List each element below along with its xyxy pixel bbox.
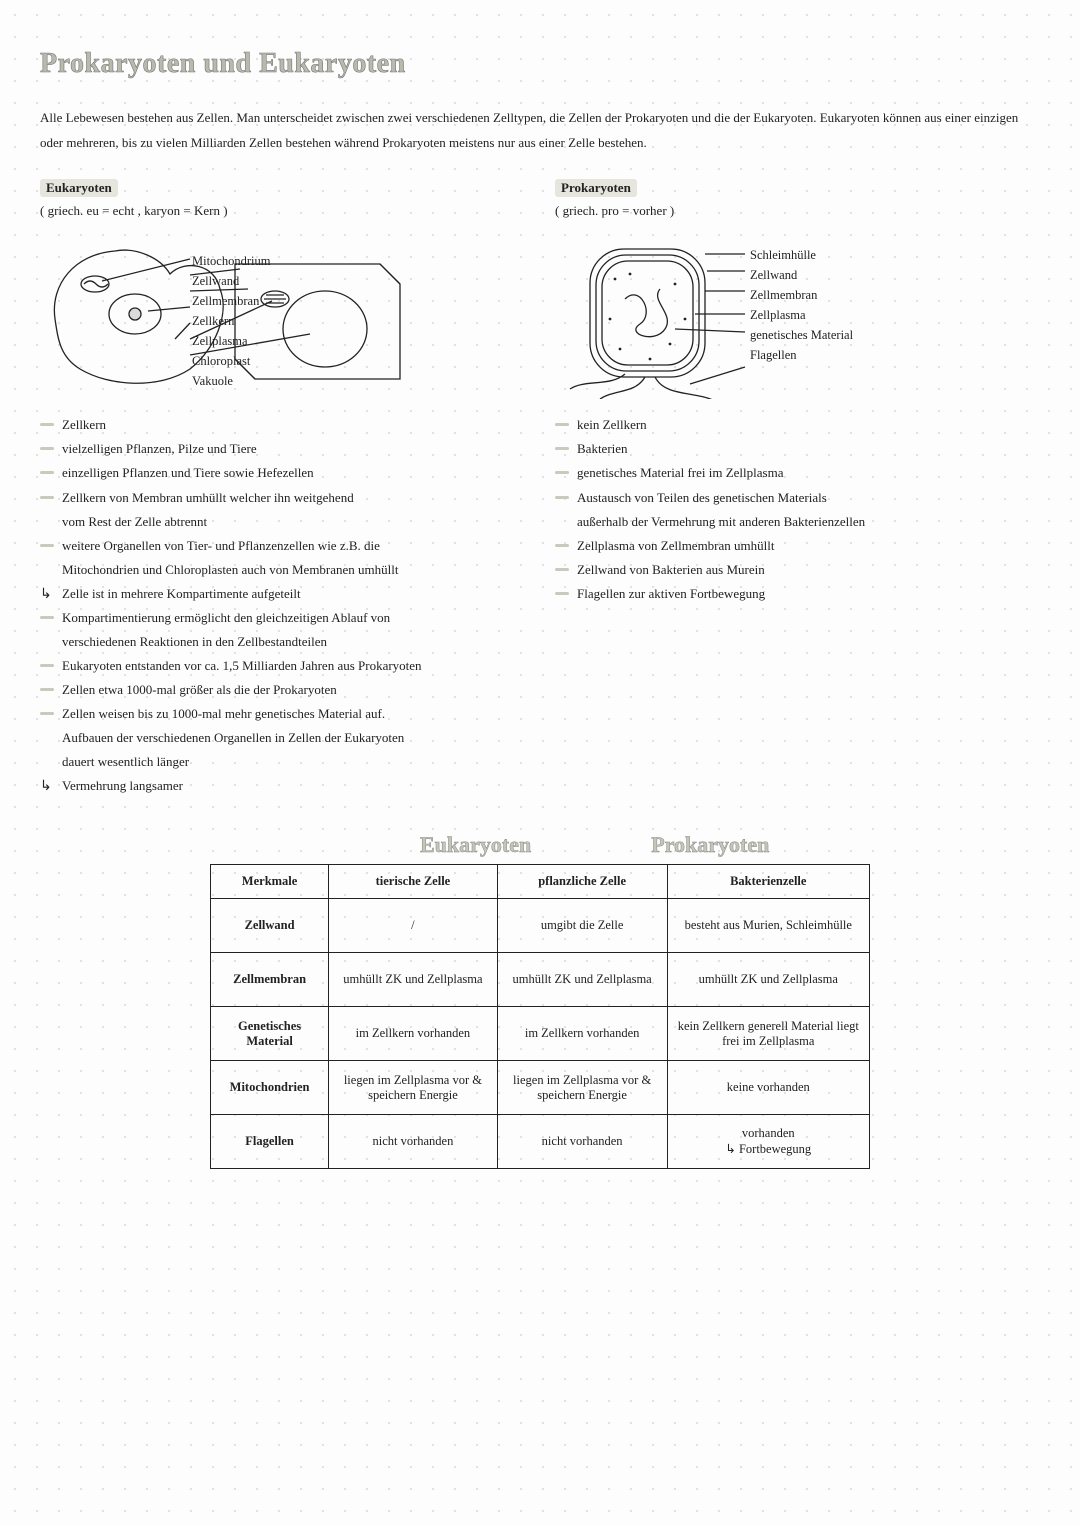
prokaryoten-column: Prokaryoten ( griech. pro = vorher ) <box>555 179 1040 798</box>
euk-label: Zellwand <box>192 271 270 291</box>
table-cell: umhüllt ZK und Zellplasma <box>329 953 498 1007</box>
euk-heading: Eukaryoten <box>40 179 118 197</box>
comparison-table: Merkmaletierische Zellepflanzliche Zelle… <box>210 864 870 1169</box>
euk-diagram: Mitochondrium Zellwand Zellmembran Zellk… <box>40 229 525 399</box>
prok-bullets: kein ZellkernBakteriengenetisches Materi… <box>555 413 1040 605</box>
prok-label: genetisches Material <box>750 325 853 345</box>
table-cell: besteht aus Murien, Schleimhülle <box>667 899 869 953</box>
table-cell: liegen im Zellplasma vor & speichern Ene… <box>329 1061 498 1115</box>
table-cell: / <box>329 899 498 953</box>
prok-label: Zellmembran <box>750 285 853 305</box>
table-cell: nicht vorhanden <box>329 1115 498 1169</box>
euk-label: Zellkern <box>192 311 270 331</box>
table-row: Mitochondrienliegen im Zellplasma vor & … <box>211 1061 870 1115</box>
prok-label: Zellplasma <box>750 305 853 325</box>
table-row: Zellmembranumhüllt ZK und Zellplasmaumhü… <box>211 953 870 1007</box>
table-cell: umhüllt ZK und Zellplasma <box>497 953 667 1007</box>
prok-label: Zellwand <box>750 265 853 285</box>
list-item: Vermehrung langsamer <box>40 774 525 798</box>
euk-label: Mitochondrium <box>192 251 270 271</box>
euk-label: Chloroplast <box>192 351 270 371</box>
table-superhead-prok: Prokaryoten <box>651 832 769 858</box>
intro-paragraph: Alle Lebewesen bestehen aus Zellen. Man … <box>40 106 1030 155</box>
table-row: Flagellennicht vorhandennicht vorhandenv… <box>211 1115 870 1169</box>
table-cell: umhüllt ZK und Zellplasma <box>667 953 869 1007</box>
list-item: Kompartimentierung ermöglicht den gleich… <box>40 606 525 654</box>
table-cell: nicht vorhanden <box>497 1115 667 1169</box>
list-item: Austausch von Teilen des genetischen Mat… <box>555 486 1040 534</box>
euk-label: Vakuole <box>192 371 270 391</box>
list-item: einzelligen Pflanzen und Tiere sowie Hef… <box>40 461 525 485</box>
table-cell: liegen im Zellplasma vor & speichern Ene… <box>497 1061 667 1115</box>
table-header: tierische Zelle <box>329 865 498 899</box>
prok-diagram: Schleimhülle Zellwand Zellmembran Zellpl… <box>555 229 1040 399</box>
euk-label: Zellplasma <box>192 331 270 351</box>
list-item: Zellkern <box>40 413 525 437</box>
list-item: Zellwand von Bakterien aus Murein <box>555 558 1040 582</box>
two-columns: Eukaryoten ( griech. eu = echt , karyon … <box>40 179 1040 798</box>
list-item: Flagellen zur aktiven Fortbewegung <box>555 582 1040 606</box>
table-cell: Genetisches Material <box>211 1007 329 1061</box>
prok-label: Schleimhülle <box>750 245 853 265</box>
table-cell: Zellmembran <box>211 953 329 1007</box>
table-cell: Flagellen <box>211 1115 329 1169</box>
table-cell: vorhanden ↳ Fortbewegung <box>667 1115 869 1169</box>
list-item: Zellen etwa 1000-mal größer als die der … <box>40 678 525 702</box>
list-item: Bakterien <box>555 437 1040 461</box>
list-item: Zelle ist in mehrere Kompartimente aufge… <box>40 582 525 606</box>
table-row: Zellwand/umgibt die Zellebesteht aus Mur… <box>211 899 870 953</box>
table-cell: umgibt die Zelle <box>497 899 667 953</box>
prok-etymology: ( griech. pro = vorher ) <box>555 203 1040 219</box>
euk-etymology: ( griech. eu = echt , karyon = Kern ) <box>40 203 525 219</box>
prok-heading: Prokaryoten <box>555 179 637 197</box>
table-cell: im Zellkern vorhanden <box>329 1007 498 1061</box>
table-cell: kein Zellkern generell Material liegt fr… <box>667 1007 869 1061</box>
list-item: Zellkern von Membran umhüllt welcher ihn… <box>40 486 525 534</box>
list-item: Zellplasma von Zellmembran umhüllt <box>555 534 1040 558</box>
table-header: Merkmale <box>211 865 329 899</box>
table-header: Bakterienzelle <box>667 865 869 899</box>
list-item: Zellen weisen bis zu 1000-mal mehr genet… <box>40 702 525 774</box>
table-header: pflanzliche Zelle <box>497 865 667 899</box>
table-row: Genetisches Materialim Zellkern vorhande… <box>211 1007 870 1061</box>
prok-label: Flagellen <box>750 345 853 365</box>
table-cell: Mitochondrien <box>211 1061 329 1115</box>
list-item: kein Zellkern <box>555 413 1040 437</box>
comparison-zone: Eukaryoten Prokaryoten Merkmaletierische… <box>40 832 1040 1169</box>
page-title: Prokaryoten und Eukaryoten <box>40 48 1040 80</box>
table-cell: Zellwand <box>211 899 329 953</box>
euk-bullets: Zellkernvielzelligen Pflanzen, Pilze und… <box>40 413 525 798</box>
list-item: Eukaryoten entstanden vor ca. 1,5 Millia… <box>40 654 525 678</box>
list-item: weitere Organellen von Tier- und Pflanze… <box>40 534 525 582</box>
euk-label: Zellmembran <box>192 291 270 311</box>
table-superhead-euk: Eukaryoten <box>420 832 531 858</box>
list-item: vielzelligen Pflanzen, Pilze und Tiere <box>40 437 525 461</box>
table-cell: im Zellkern vorhanden <box>497 1007 667 1061</box>
table-cell: keine vorhanden <box>667 1061 869 1115</box>
eukaryoten-column: Eukaryoten ( griech. eu = echt , karyon … <box>40 179 525 798</box>
list-item: genetisches Material frei im Zellplasma <box>555 461 1040 485</box>
